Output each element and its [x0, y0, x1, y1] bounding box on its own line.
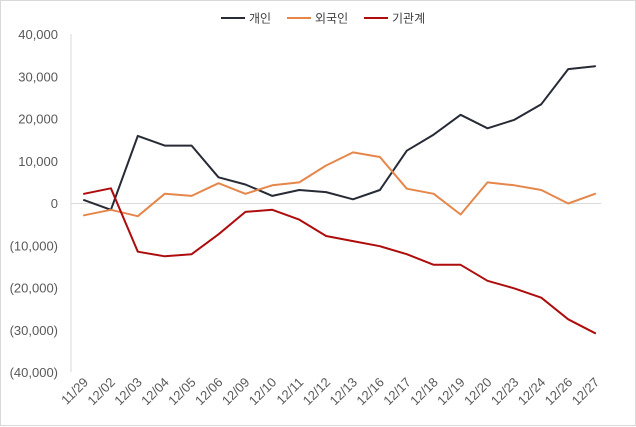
- series-line-2: [83, 151, 597, 218]
- y-tick-label: 0: [51, 196, 58, 211]
- legend-label-1: 개인: [249, 12, 271, 26]
- x-tick-label: 12/20: [461, 375, 495, 409]
- x-tick-label: 12/09: [219, 375, 253, 409]
- y-tick-label: 10,000: [18, 154, 58, 169]
- x-tick-label: 12/17: [380, 375, 414, 409]
- x-tick-label: 12/02: [84, 375, 118, 409]
- x-tick-label: 12/11: [273, 375, 306, 408]
- x-tick-label: 12/26: [542, 375, 576, 409]
- x-tick-label: 12/23: [488, 375, 522, 409]
- x-tick-label: 12/12: [300, 375, 334, 409]
- x-tick-label: 12/19: [434, 375, 468, 409]
- x-tick-labels: 11/2912/0212/0312/0412/0512/0612/0912/10…: [58, 375, 602, 409]
- legend-label-2: 외국인: [315, 12, 348, 26]
- y-tick-label: (30,000): [10, 323, 58, 338]
- x-tick-label: 12/27: [569, 375, 603, 409]
- x-tick-label: 12/24: [515, 375, 549, 409]
- x-tick-label: 12/05: [165, 375, 199, 409]
- legend-label-3: 기관계: [392, 12, 425, 26]
- x-tick-label: 12/10: [246, 375, 280, 409]
- x-tick-label: 12/03: [111, 375, 145, 409]
- legend: 개인 외국인 기관계: [221, 12, 425, 26]
- x-tick-label: 12/04: [138, 375, 172, 409]
- x-tick-label: 12/18: [407, 375, 441, 409]
- axes: [70, 34, 601, 372]
- x-tick-label: 12/13: [327, 375, 361, 409]
- series-lines: [83, 65, 597, 335]
- y-tick-label: 40,000: [18, 27, 58, 42]
- y-tick-label: (10,000): [10, 238, 58, 253]
- x-tick-label: 11/29: [58, 375, 91, 408]
- x-tick-label: 12/16: [353, 375, 387, 409]
- x-tick-label: 12/06: [192, 375, 226, 409]
- y-tick-label: (40,000): [10, 365, 58, 380]
- series-line-1: [83, 65, 597, 211]
- series-line-3: [83, 187, 597, 335]
- y-tick-label: (20,000): [10, 281, 58, 296]
- y-tick-labels: 40,000 30,000 20,000 10,000 0 (10,000) (20,000…: [10, 27, 58, 380]
- y-tick-label: 20,000: [18, 112, 58, 127]
- y-tick-label: 30,000: [18, 69, 58, 84]
